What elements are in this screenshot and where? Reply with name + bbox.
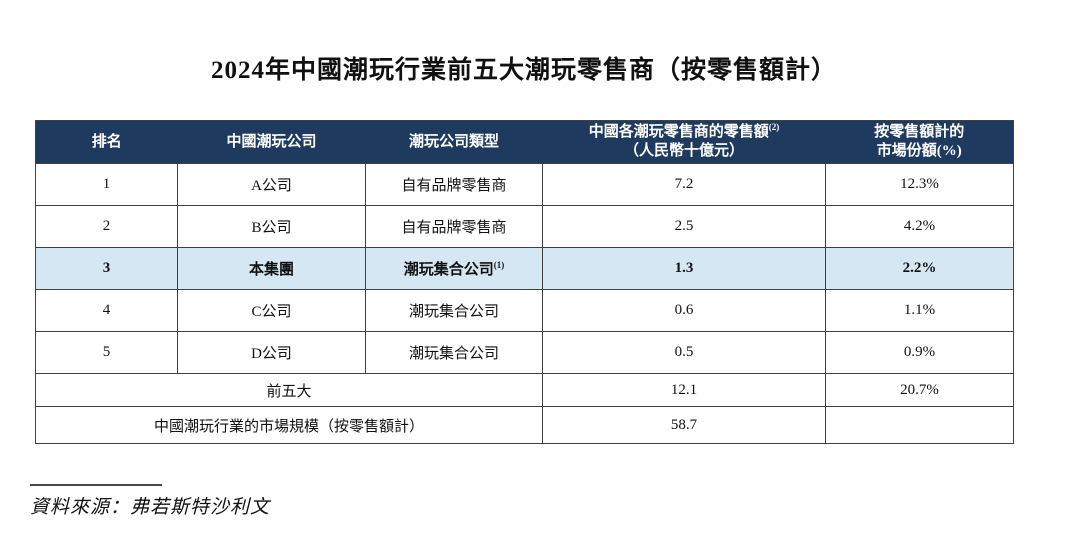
page-title: 2024年中國潮玩行業前五大潮玩零售商（按零售額計） — [210, 57, 837, 84]
col-header-sales: 中國各潮玩零售商的零售額(2) （人民幣十億元） — [542, 120, 826, 164]
summary-row-top5: 前五大 12.1 20.7% — [35, 373, 1014, 407]
cell-share: 4.2% — [825, 205, 1014, 248]
table-row: 5 D公司 潮玩集合公司 0.5 0.9% — [35, 331, 1014, 374]
header-row: 排名 中國潮玩公司 潮玩公司類型 中國各潮玩零售商的零售額(2) （人民幣十億元… — [35, 120, 1014, 164]
cell-sales: 12.1 — [542, 373, 826, 407]
cell-sales: 1.3 — [542, 247, 826, 290]
summary-row-market-size: 中國潮玩行業的市場規模（按零售額計） 58.7 — [35, 406, 1014, 444]
cell-rank: 5 — [35, 331, 178, 374]
cell-share — [825, 406, 1014, 444]
cell-rank: 3 — [35, 247, 178, 290]
cell-company: B公司 — [177, 205, 366, 248]
cell-share: 20.7% — [825, 373, 1014, 407]
cell-sales: 2.5 — [542, 205, 826, 248]
cell-share: 1.1% — [825, 289, 1014, 332]
cell-rank: 4 — [35, 289, 178, 332]
cell-type: 潮玩集合公司 — [365, 331, 543, 374]
source-divider — [30, 484, 162, 486]
cell-sales: 58.7 — [542, 406, 826, 444]
cell-company: D公司 — [177, 331, 366, 374]
source-note: 資料來源：弗若斯特沙利文 — [30, 497, 271, 518]
footnote-ref-2: (2) — [768, 122, 780, 133]
cell-sales: 0.6 — [542, 289, 826, 332]
cell-rank: 2 — [35, 205, 178, 248]
table-row: 1 A公司 自有品牌零售商 7.2 12.3% — [35, 163, 1014, 206]
cell-type: 潮玩集合公司(1) — [365, 247, 543, 290]
footnote-ref-1: (1) — [493, 260, 505, 270]
cell-sales: 0.5 — [542, 331, 826, 374]
top5-retailers-table: 排名 中國潮玩公司 潮玩公司類型 中國各潮玩零售商的零售額(2) （人民幣十億元… — [35, 120, 1014, 444]
table-row: 2 B公司 自有品牌零售商 2.5 4.2% — [35, 205, 1014, 248]
cell-share: 12.3% — [825, 163, 1014, 206]
table-row: 4 C公司 潮玩集合公司 0.6 1.1% — [35, 289, 1014, 332]
col-header-rank: 排名 — [35, 120, 178, 164]
cell-company: 本集團 — [177, 247, 366, 290]
cell-type: 潮玩集合公司 — [365, 289, 543, 332]
cell-share: 0.9% — [825, 331, 1014, 374]
cell-sales: 7.2 — [542, 163, 826, 206]
cell-company: C公司 — [177, 289, 366, 332]
cell-share: 2.2% — [825, 247, 1014, 290]
cell-summary-label: 中國潮玩行業的市場規模（按零售額計） — [35, 406, 543, 444]
cell-rank: 1 — [35, 163, 178, 206]
table-row-the-group-highlighted: 3 本集團 潮玩集合公司(1) 1.3 2.2% — [35, 247, 1014, 290]
col-header-share: 按零售額計的 市場份額(%) — [825, 120, 1014, 164]
col-header-type: 潮玩公司類型 — [365, 120, 543, 164]
cell-summary-label: 前五大 — [35, 373, 543, 407]
col-header-company: 中國潮玩公司 — [177, 120, 366, 164]
cell-type: 自有品牌零售商 — [365, 205, 543, 248]
cell-company: A公司 — [177, 163, 366, 206]
cell-type: 自有品牌零售商 — [365, 163, 543, 206]
